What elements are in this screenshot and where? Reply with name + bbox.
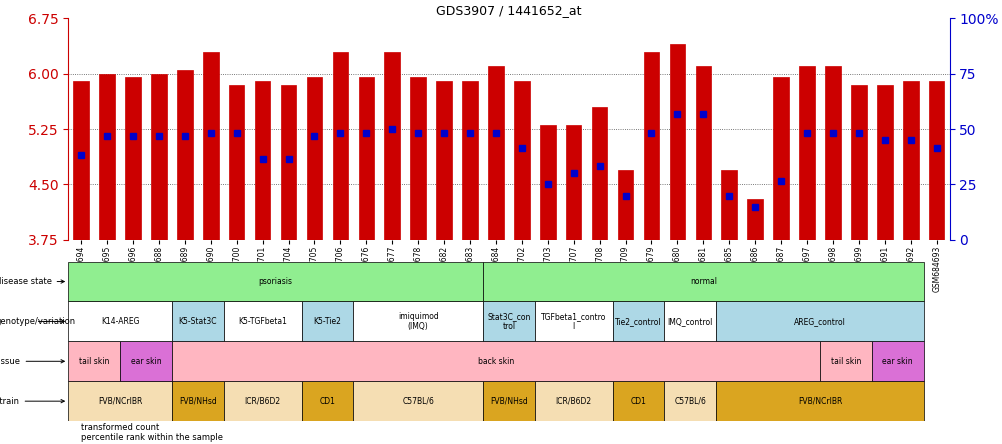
Bar <box>902 81 918 240</box>
Text: CD1: CD1 <box>630 396 646 406</box>
Text: IMQ_control: IMQ_control <box>667 317 712 326</box>
Text: back skin: back skin <box>477 357 514 366</box>
Text: Stat3C_con
trol: Stat3C_con trol <box>487 312 530 331</box>
Bar <box>825 66 840 240</box>
Text: C57BL/6: C57BL/6 <box>402 396 434 406</box>
Bar <box>612 381 663 421</box>
Text: psoriasis: psoriasis <box>259 277 293 286</box>
Bar <box>71 424 78 432</box>
Bar <box>353 381 483 421</box>
Bar <box>384 52 400 240</box>
Bar <box>799 66 814 240</box>
Bar <box>353 301 483 341</box>
Bar <box>228 85 244 240</box>
Bar <box>99 74 115 240</box>
Text: disease state: disease state <box>0 277 64 286</box>
Bar <box>669 44 684 240</box>
Bar <box>120 341 171 381</box>
Text: K14-AREG: K14-AREG <box>100 317 139 326</box>
Bar <box>307 77 322 240</box>
Bar <box>871 341 923 381</box>
Bar <box>663 381 715 421</box>
Text: FVB/NCrIBR: FVB/NCrIBR <box>98 396 142 406</box>
Text: Tie2_control: Tie2_control <box>614 317 661 326</box>
Bar <box>820 341 871 381</box>
Bar <box>68 381 171 421</box>
Text: AREG_control: AREG_control <box>794 317 845 326</box>
Bar <box>171 341 820 381</box>
Bar <box>514 81 529 240</box>
Text: ICR/B6D2: ICR/B6D2 <box>244 396 281 406</box>
Bar <box>539 125 555 240</box>
Title: GDS3907 / 1441652_at: GDS3907 / 1441652_at <box>436 4 581 17</box>
Bar <box>483 381 534 421</box>
Bar <box>223 301 302 341</box>
Bar <box>68 341 120 381</box>
Bar <box>171 381 223 421</box>
Text: normal: normal <box>689 277 716 286</box>
Text: K5-Stat3C: K5-Stat3C <box>178 317 216 326</box>
Bar <box>773 77 789 240</box>
Bar <box>73 81 89 240</box>
Text: CD1: CD1 <box>320 396 335 406</box>
Bar <box>565 125 581 240</box>
Text: imiquimod
(IMQ): imiquimod (IMQ) <box>398 312 438 331</box>
Text: tail skin: tail skin <box>79 357 109 366</box>
Text: FVB/NHsd: FVB/NHsd <box>178 396 216 406</box>
Bar <box>534 381 612 421</box>
Bar <box>720 170 736 240</box>
Text: ear skin: ear skin <box>130 357 161 366</box>
Bar <box>302 381 353 421</box>
Bar <box>333 52 348 240</box>
Bar <box>177 70 192 240</box>
Bar <box>171 301 223 341</box>
Bar <box>68 262 483 301</box>
Text: ear skin: ear skin <box>882 357 912 366</box>
Bar <box>302 301 353 341</box>
Bar <box>617 170 632 240</box>
Text: FVB/NHsd: FVB/NHsd <box>490 396 527 406</box>
Text: ICR/B6D2: ICR/B6D2 <box>555 396 591 406</box>
Bar <box>255 81 271 240</box>
Bar <box>928 81 944 240</box>
Text: C57BL/6: C57BL/6 <box>673 396 705 406</box>
Text: percentile rank within the sample: percentile rank within the sample <box>81 433 222 442</box>
Bar <box>202 52 218 240</box>
Text: FVB/NCrIBR: FVB/NCrIBR <box>797 396 842 406</box>
Bar <box>851 85 866 240</box>
Text: tissue: tissue <box>0 357 64 366</box>
Text: transformed count: transformed count <box>81 424 159 432</box>
Bar <box>746 199 763 240</box>
Bar <box>694 66 710 240</box>
Bar <box>715 301 923 341</box>
Bar <box>223 381 302 421</box>
Bar <box>125 77 140 240</box>
Bar <box>410 77 426 240</box>
Bar <box>281 85 296 240</box>
Bar <box>534 301 612 341</box>
Text: K5-TGFbeta1: K5-TGFbeta1 <box>237 317 287 326</box>
Bar <box>591 107 607 240</box>
Bar <box>151 74 166 240</box>
Bar <box>488 66 503 240</box>
Text: strain: strain <box>0 396 64 406</box>
Bar <box>876 85 892 240</box>
Bar <box>663 301 715 341</box>
Text: TGFbeta1_contro
l: TGFbeta1_contro l <box>540 312 606 331</box>
Text: genotype/variation: genotype/variation <box>0 317 75 326</box>
Text: tail skin: tail skin <box>830 357 861 366</box>
Bar <box>715 381 923 421</box>
Bar <box>643 52 658 240</box>
Bar <box>358 77 374 240</box>
Bar <box>68 301 171 341</box>
Bar <box>483 301 534 341</box>
Bar <box>436 81 452 240</box>
Bar <box>483 262 923 301</box>
Bar <box>612 301 663 341</box>
Bar <box>71 433 78 442</box>
Bar <box>462 81 477 240</box>
Text: K5-Tie2: K5-Tie2 <box>314 317 341 326</box>
